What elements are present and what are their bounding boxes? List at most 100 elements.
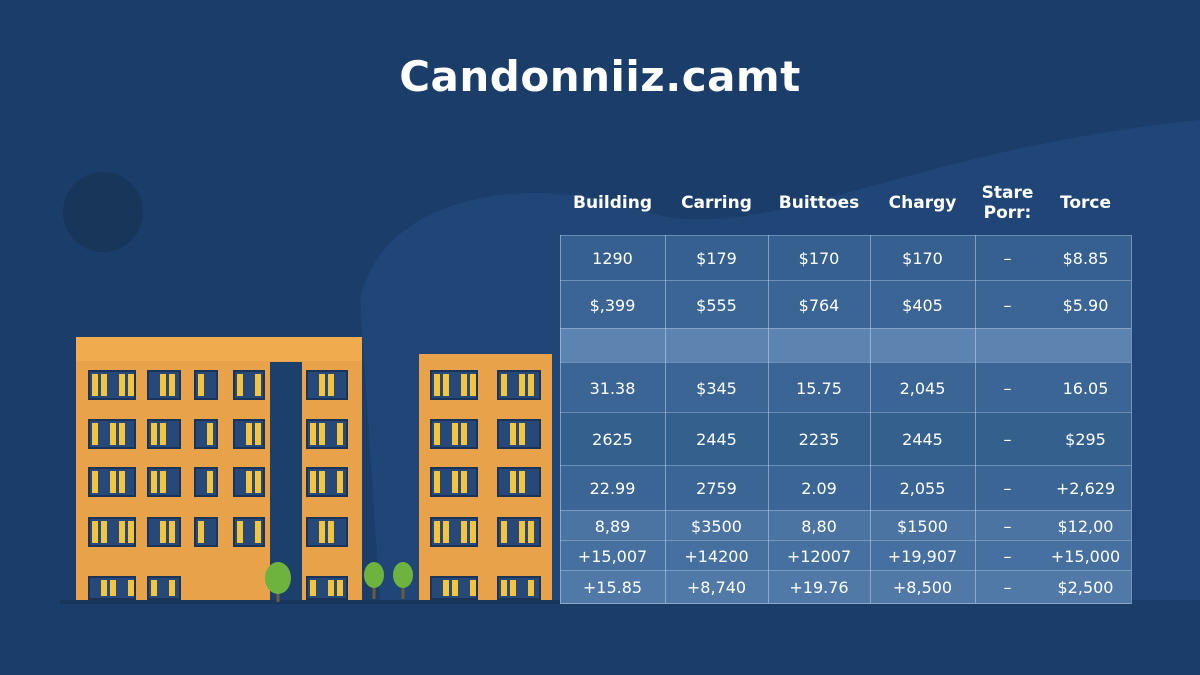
table-cell: $295 [1065,430,1106,449]
column-line [560,235,561,603]
window-light [337,580,343,596]
window-light [470,521,476,543]
window-light [319,423,325,445]
window-light [110,471,116,493]
window-light [528,374,534,396]
window-light [110,580,116,596]
table-row: 2625 2445 2235 2445 – $295 [560,412,1131,466]
table-cell: $8.85 [1062,249,1109,268]
window-light [519,374,525,396]
table-cell: +15,007 [577,546,648,566]
window-light [519,423,525,445]
window-light [198,374,204,396]
table-cell: – [1003,479,1012,498]
buildings [60,337,560,604]
window-light [461,471,467,493]
window-light [92,374,98,396]
window-light [434,521,440,543]
column-line [665,235,666,603]
window-light [443,374,449,396]
window-light [169,521,175,543]
table-row: +15.85 +8,740 +19.76 +8,500 – $2,500 [560,570,1131,604]
table-cell: – [1003,516,1012,536]
window-light [151,580,157,596]
table-bottom [560,603,1132,604]
ground [60,600,560,604]
window-light [452,423,458,445]
window-light [101,580,107,596]
table-cell: $179 [696,249,737,268]
table-cell: +19,907 [887,546,958,566]
window-light [255,471,261,493]
column-header: Chargy [888,193,957,213]
window-light [501,580,507,596]
column-header: Buittoes [778,193,860,213]
table-cell: 8,80 [801,516,837,536]
window-light [255,521,261,543]
table-cell: $12,00 [1057,516,1114,536]
window-light [128,374,134,396]
table-cell: $5.90 [1062,295,1109,315]
table-cell: +12007 [786,546,852,566]
table-row: 31.38 $345 15.75 2,045 – 16.05 [560,362,1131,413]
column-line [1131,235,1132,603]
table-cell: – [1003,578,1012,597]
window-light [452,580,458,596]
table-cell: +8,740 [686,578,747,597]
table-cell: – [1003,249,1012,268]
table-cell: 15.75 [796,378,842,398]
window-light [92,423,98,445]
table-row: +15,007 +14200 +12007 +19,907 – +15,000 [560,540,1131,571]
column-line [975,235,976,603]
window-light [310,471,316,493]
window-light [510,423,516,445]
window-light [528,521,534,543]
window-light [328,580,334,596]
table-cell: $345 [696,378,737,398]
tree [265,562,291,594]
tree [364,562,384,588]
window-light [255,374,261,396]
window-light [501,374,507,396]
table-cell: $2,500 [1057,578,1114,597]
window-light [169,374,175,396]
window-light [110,423,116,445]
window-light [337,471,343,493]
window-light [319,471,325,493]
window-light [119,471,125,493]
tree [393,562,413,588]
window-light [434,423,440,445]
table-cell: – [1003,430,1012,449]
table-row: 8,89 $3500 8,80 $1500 – $12,00 [560,510,1131,541]
window-light [519,471,525,493]
table-cell: $405 [902,295,943,315]
column-header: Building [573,193,652,213]
window-light [160,374,166,396]
window-light [207,471,213,493]
table-cell: 2445 [902,430,943,449]
window-light [101,521,107,543]
table-cell: $170 [798,249,840,268]
window-light [246,471,252,493]
table-cell: 16.05 [1062,378,1109,398]
table-cell: +2,629 [1055,479,1116,498]
window-light [443,580,449,596]
table-cell: 2235 [798,430,840,449]
window-light [160,471,166,493]
window-light [169,580,175,596]
window-light [198,521,204,543]
table-cell: 1290 [592,249,633,268]
table-cell: 2759 [696,479,737,498]
table-cell: 2445 [696,430,737,449]
window-light [328,521,334,543]
window-light [470,374,476,396]
table-cell: 2625 [592,430,633,449]
window-light [246,423,252,445]
window-light [151,471,157,493]
title: Candonniiz.camt [399,52,801,101]
column-line [870,235,871,603]
table-cell: 22.99 [589,479,636,498]
window-light [119,423,125,445]
window-light [434,471,440,493]
window-light [319,374,325,396]
